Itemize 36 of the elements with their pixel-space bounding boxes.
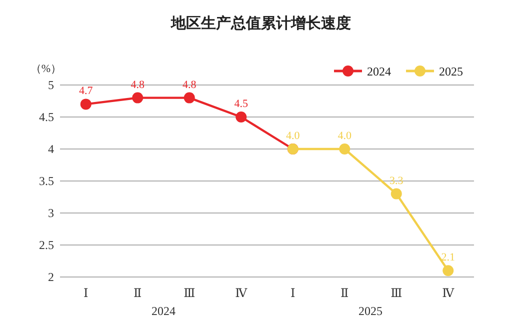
point xyxy=(184,92,195,104)
y-tick-label: 2 xyxy=(48,270,54,284)
point xyxy=(442,265,454,276)
x-tick-label: Ⅰ xyxy=(84,286,88,300)
point xyxy=(236,112,247,122)
data-label: 4.5 xyxy=(234,98,248,110)
y-tick-label: 3 xyxy=(48,206,54,220)
x-tick-label: Ⅰ xyxy=(290,286,296,300)
chart-title: 地区生产总值累计增长速度 xyxy=(170,14,351,32)
data-label: 4.7 xyxy=(79,85,94,98)
y-tick-label: 3.5 xyxy=(39,174,54,188)
point xyxy=(80,98,92,110)
data-label: 4.8 xyxy=(130,78,145,91)
x-tick-label: Ⅱ xyxy=(134,286,142,300)
x-tick-label: Ⅱ xyxy=(340,286,349,300)
legend-label: 2024 xyxy=(367,64,391,78)
text: 2024 xyxy=(152,304,176,318)
text: 2025 xyxy=(358,304,382,318)
legend-label: 2025 xyxy=(439,64,463,78)
data-label: 2.1 xyxy=(441,252,455,264)
x-tick-label: Ⅳ xyxy=(442,286,456,300)
y-tick-label: 2.5 xyxy=(39,238,54,252)
point xyxy=(132,92,144,104)
y-axis-title: （%） xyxy=(30,63,62,75)
y-tick-label: 4.5 xyxy=(39,110,54,124)
x-tick-label: Ⅲ xyxy=(390,286,402,300)
data-label: 3.3 xyxy=(390,174,404,187)
point xyxy=(390,188,402,200)
data-label: 4.8 xyxy=(182,78,197,91)
data-label: 4.0 xyxy=(286,130,300,142)
y-tick-label: 5 xyxy=(48,78,54,92)
data-label: 4.0 xyxy=(338,130,352,142)
point xyxy=(339,144,350,154)
y-tick-label: 4 xyxy=(48,142,54,156)
x-tick-label: Ⅲ xyxy=(184,286,196,300)
x-tick-label: Ⅳ xyxy=(235,286,248,300)
